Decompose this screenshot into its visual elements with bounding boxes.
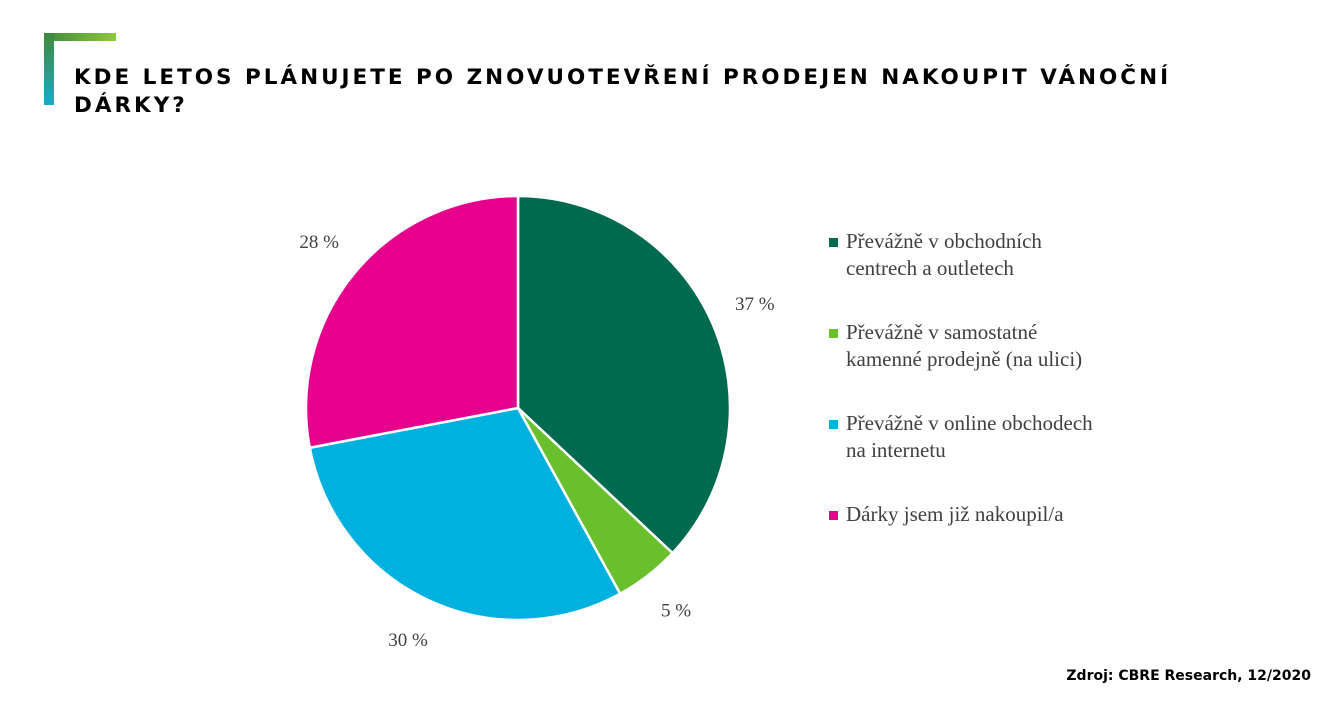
data-label-centra-outlety: 37 % <box>735 294 775 315</box>
legend-swatch <box>829 420 838 429</box>
page-title: KDE LETOS PLÁNUJETE PO ZNOVUOTEVŘENÍ PRO… <box>74 65 1172 118</box>
pie-slice-centra-outlety <box>516 194 732 555</box>
legend-label: Dárky jsem již nakoupil/a <box>846 502 1064 526</box>
pie-slice-nakoupeno <box>304 194 520 449</box>
legend-label: Převážně v obchodních centrech a outlete… <box>846 229 1042 280</box>
corner-accent-left-bar <box>44 33 54 105</box>
data-label-nakoupeno: 28 % <box>299 232 339 253</box>
corner-accent <box>44 33 116 105</box>
data-label-online: 30 % <box>388 630 428 651</box>
corner-accent-top-bar <box>44 33 116 41</box>
pie-slice-online <box>308 406 622 622</box>
legend-label: Převážně v samostatné kamenné prodejně (… <box>846 320 1083 371</box>
data-label-kamenna-prodejna: 5 % <box>661 600 691 621</box>
legend-swatch <box>829 238 838 247</box>
legend-swatch <box>829 329 838 338</box>
legend-label: Převážně v online obchodech na internetu <box>846 411 1093 462</box>
legend-swatch <box>829 511 838 520</box>
source-note: Zdroj: CBRE Research, 12/2020 <box>1066 668 1311 684</box>
